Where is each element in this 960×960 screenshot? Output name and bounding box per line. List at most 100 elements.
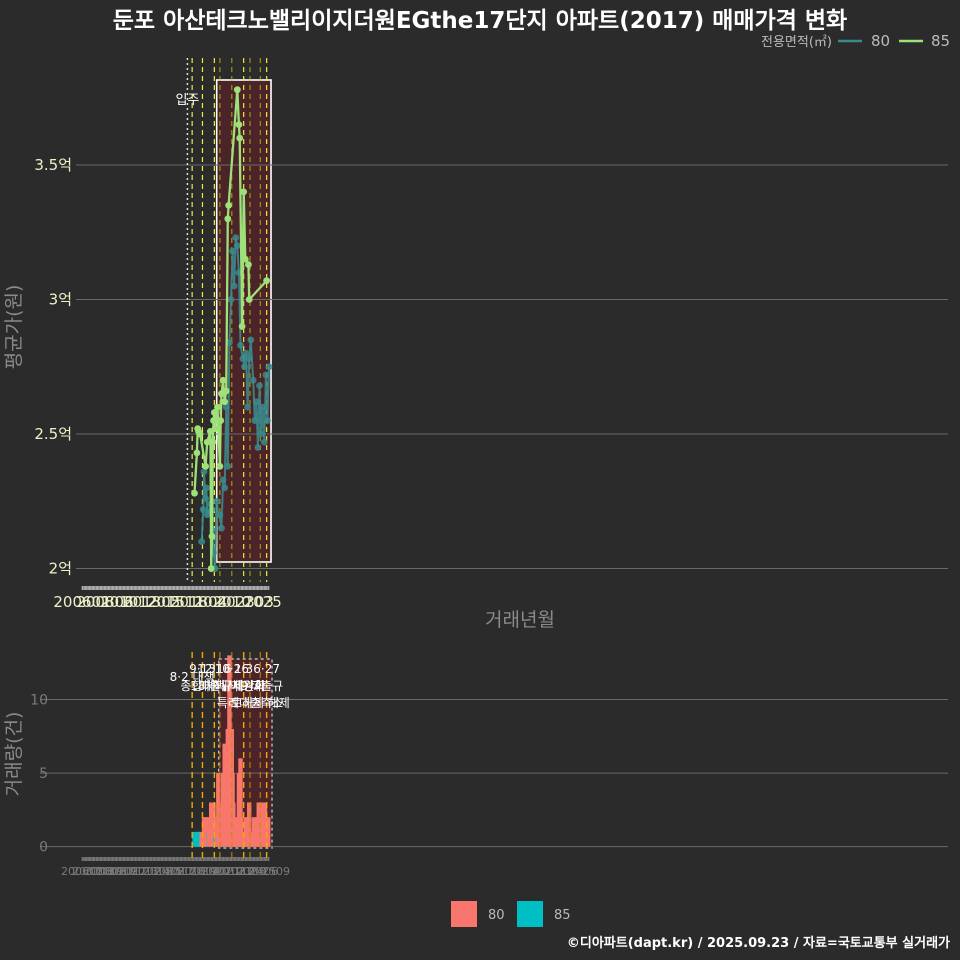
point-85-13 (211, 425, 219, 433)
point-85-31 (263, 277, 271, 285)
point-80-27 (237, 341, 244, 349)
volume-x-tick-label-9: 201701 (166, 865, 208, 878)
point-85-5 (202, 462, 210, 470)
point-80-43 (264, 417, 271, 424)
legend-label-85: 85 (931, 32, 950, 50)
policy-label-4-1: 대출규제강화 (199, 679, 265, 693)
y-tick-label-2: 3억 (49, 291, 72, 309)
volume-legend-swatch-80 (451, 901, 477, 927)
x-tick-label-7: 202303 (217, 593, 274, 611)
volume-x-tick-label-13: 202112 (212, 865, 254, 878)
point-85-14 (214, 403, 221, 411)
volume-x-tick-label-14: 202303 (224, 865, 266, 878)
x-tick-label-3: 201305 (123, 593, 180, 611)
bar-80-37 (238, 758, 243, 847)
policy-label-4-0: 10·26 (215, 662, 249, 676)
x-tick-label-2: 201012 (100, 593, 157, 611)
bar-80-43 (245, 831, 250, 847)
x-tick-label-5: 201804 (170, 593, 227, 611)
y-tick-label-3: 3.5억 (34, 156, 72, 174)
point-80-41 (260, 438, 268, 446)
point-80-29 (241, 363, 248, 371)
point-80-18 (222, 403, 230, 411)
volume-x-tick-label-5: 201202 (119, 865, 161, 878)
footer-credit: ©디아파트(dapt.kr) / 2025.09.23 / 자료=국토교통부 실… (567, 935, 950, 951)
point-85-12 (210, 409, 218, 416)
point-80-40 (259, 403, 267, 411)
policy-label-1-1: 종합대책 (180, 678, 224, 693)
legend-label-80: 80 (871, 32, 890, 50)
x-tick-label-6: 202010 (194, 593, 251, 611)
point-80-33 (247, 336, 255, 344)
volume-x-tick-label-10: 201804 (177, 865, 219, 878)
point-80-34 (249, 376, 257, 384)
bar-80-4 (205, 817, 210, 832)
point-85-9 (208, 532, 216, 540)
point-80-23 (230, 282, 238, 290)
point-80-24 (232, 234, 240, 242)
volume-legend-swatch-85 (517, 901, 543, 927)
point-80-4 (203, 484, 210, 492)
legend-title: 전용면적(㎡) (761, 35, 832, 50)
point-85-22 (225, 201, 233, 209)
volume-x-tick-label-16: 202509 (248, 865, 290, 878)
point-85-20 (222, 387, 230, 395)
volume-y-tick-label-0: 0 (39, 840, 48, 856)
x-tick-label-8: 2025 (244, 593, 282, 611)
policy-label-6-1: 특례대출축소 (217, 696, 283, 710)
point-80-19 (224, 462, 232, 470)
point-85-21 (224, 215, 232, 223)
volume-x-tick-label-11: 201907 (189, 865, 231, 878)
y-axis-title: 평균가(원) (3, 285, 25, 370)
point-85-28 (241, 255, 249, 263)
point-80-21 (227, 296, 235, 303)
bar-80-60 (266, 817, 271, 847)
volume-x-tick-label-7: 201408 (143, 865, 185, 878)
point-80-42 (262, 371, 270, 379)
point-85-10 (209, 438, 217, 446)
point-80-16 (219, 476, 227, 484)
legend: 전용면적(㎡) 80 85 (761, 32, 950, 50)
price-chart: 입주 2006012008062010122013052015112018042… (3, 32, 950, 631)
point-85-19 (221, 398, 229, 406)
y-tick-label-0: 2억 (49, 560, 72, 578)
point-85-1 (193, 449, 201, 457)
bar-80-25 (227, 655, 232, 847)
point-85-15 (216, 462, 224, 470)
chart-title: 둔포 아산테크노밸리이지더원EGthe17단지 아파트(2017) 매매가격 변… (113, 8, 847, 34)
volume-y-tick-label-1: 5 (39, 766, 48, 782)
volume-x-tick-label-12: 202010 (201, 865, 243, 878)
point-85-23 (233, 86, 241, 94)
point-80-28 (239, 355, 247, 363)
point-85-27 (240, 188, 248, 196)
x-axis-title: 거래년월 (485, 609, 555, 631)
policy-label-5-0: 1·3 (234, 662, 253, 676)
volume-x-tick-label-15: 202406 (236, 865, 278, 878)
policy-label-2-1: 18차대책 (190, 678, 238, 693)
volume-legend-label-80: 80 (488, 908, 505, 923)
point-80-38 (256, 382, 263, 390)
volume-x-tick-label-6: 201305 (131, 865, 173, 878)
point-80-15 (218, 524, 225, 532)
point-80-2 (200, 468, 208, 476)
policy-label-7-0: 토허제 해제 (231, 696, 290, 710)
point-85-29 (245, 261, 252, 268)
point-80-31 (244, 403, 252, 411)
point-85-25 (236, 134, 244, 142)
bar-80-30 (231, 802, 236, 847)
point-80-1 (199, 505, 207, 513)
policy-label-8-1: 대출규 (250, 679, 283, 693)
point-80-14 (216, 511, 224, 519)
bar-85-0 (192, 831, 197, 847)
volume-chart: 8·2 대책9·13 종합대책 12·16 18차대책 10·26 대출규제강화 1·3 규제… (3, 652, 948, 878)
point-80-36 (252, 398, 260, 406)
point-80-3 (202, 495, 210, 502)
policy-label-6-0: 9·7 (240, 679, 259, 693)
point-85-8 (207, 565, 215, 572)
volume-x-tick-label-3: 200909 (96, 865, 138, 878)
policy-label-5-1: 규제완화 (222, 679, 266, 693)
volume-y-tick-label-2: 10 (30, 693, 48, 709)
point-85-11 (210, 417, 217, 424)
bar-80-34 (235, 831, 241, 847)
